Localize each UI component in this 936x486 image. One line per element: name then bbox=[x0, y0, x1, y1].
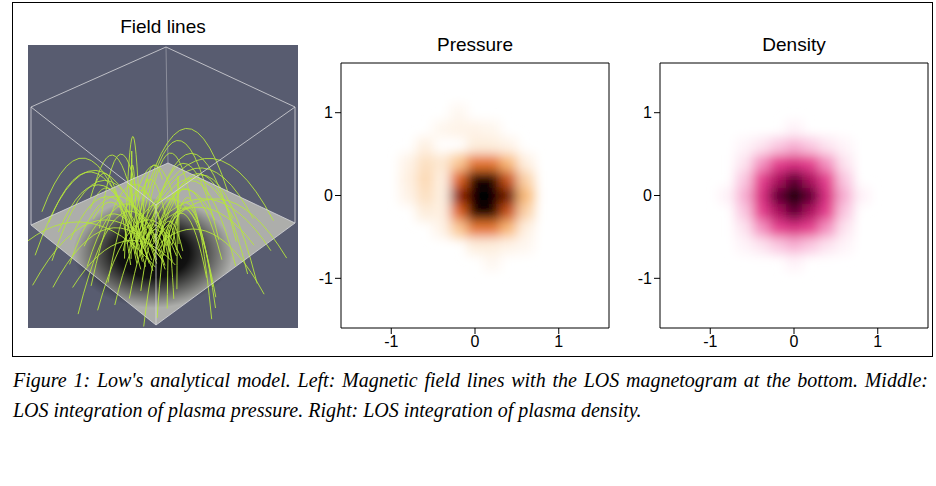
svg-text:0: 0 bbox=[643, 187, 652, 204]
svg-text:1: 1 bbox=[324, 104, 333, 121]
svg-text:-1: -1 bbox=[384, 333, 398, 350]
html-text:Density: Density bbox=[762, 34, 826, 55]
svg-text:0: 0 bbox=[790, 333, 799, 350]
svg-text:0: 0 bbox=[471, 333, 480, 350]
html-text:Pressure: Pressure bbox=[437, 34, 513, 55]
html-text:Field lines: Field lines bbox=[120, 16, 206, 37]
svg-text:1: 1 bbox=[554, 333, 563, 350]
html-text:Figure 1: Low's analytical mod: Figure 1: Low's analytical model. Left: … bbox=[13, 369, 928, 421]
svg-text:-1: -1 bbox=[638, 270, 652, 287]
svg-text:1: 1 bbox=[873, 333, 882, 350]
svg-text:1: 1 bbox=[643, 104, 652, 121]
svg-text:-1: -1 bbox=[319, 270, 333, 287]
svg-text:0: 0 bbox=[324, 187, 333, 204]
svg-text:-1: -1 bbox=[703, 333, 717, 350]
